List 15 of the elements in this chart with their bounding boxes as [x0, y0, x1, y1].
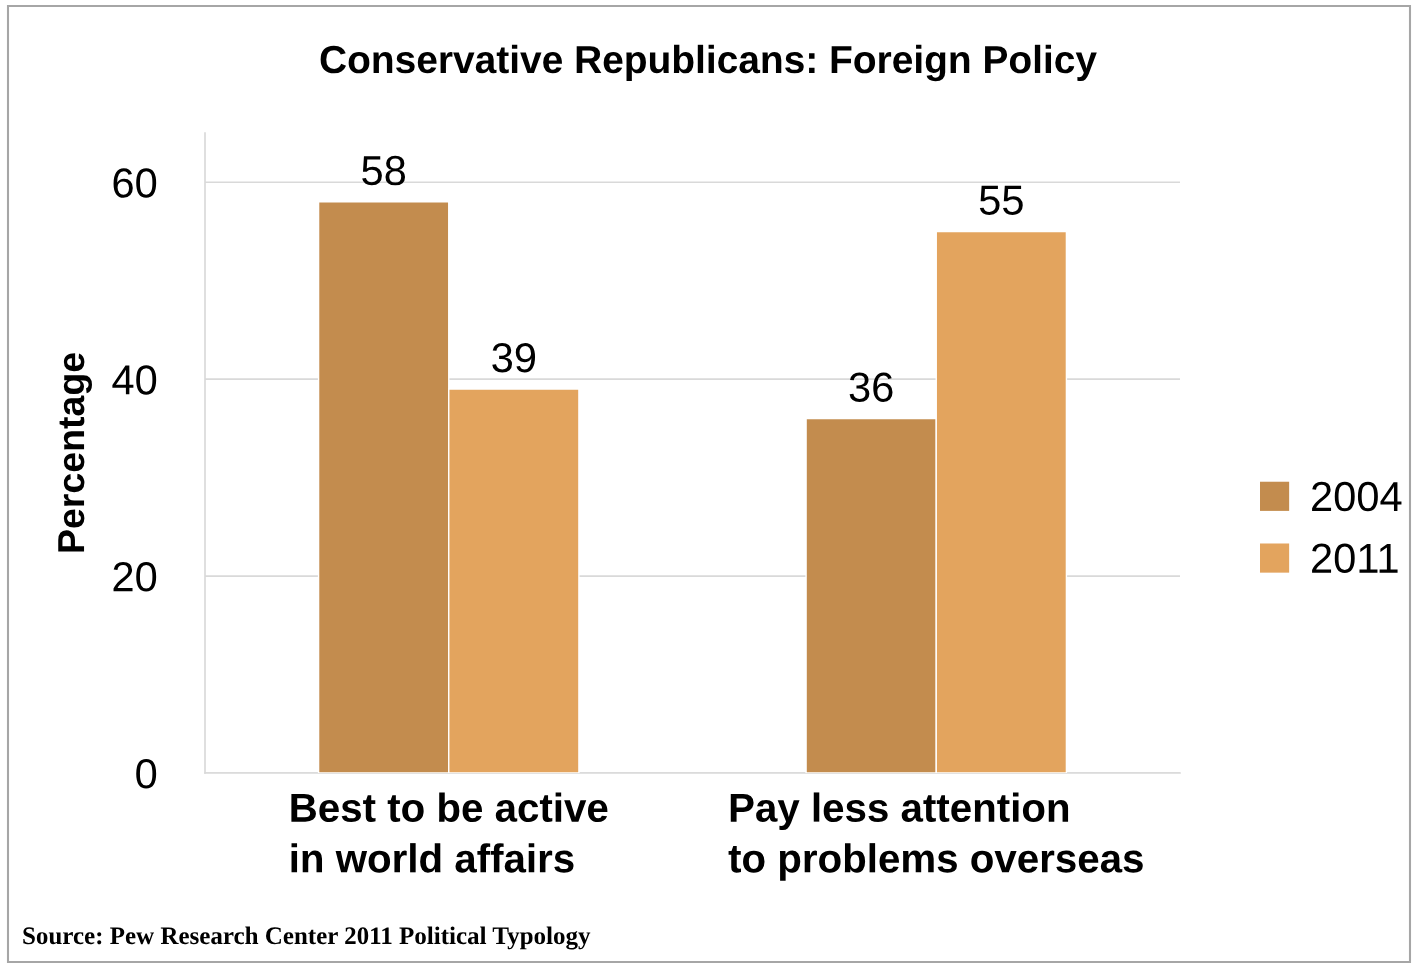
- y-tick-label: 0: [136, 759, 157, 789]
- y-axis-title: Percentage: [58, 353, 92, 552]
- chart-title: Conservative Republicans: Foreign Policy: [320, 44, 1097, 82]
- data-label: 55: [979, 185, 1023, 215]
- data-label: 36: [849, 372, 893, 402]
- x-tick-label: Best to be active in world affairs: [291, 792, 608, 873]
- x-tick-label: Pay less attention to problems overseas: [728, 792, 1143, 881]
- data-label: 58: [362, 155, 406, 186]
- data-label: 39: [492, 342, 536, 373]
- y-tick-label: 40: [112, 365, 157, 395]
- y-tick-label: 20: [113, 562, 157, 592]
- legend-label: 2004: [1312, 481, 1402, 512]
- legend-label: 2011: [1312, 543, 1398, 574]
- y-tick-label: 60: [113, 168, 157, 198]
- source-note: Source: Pew Research Center 2011 Political Typology: [23, 926, 591, 950]
